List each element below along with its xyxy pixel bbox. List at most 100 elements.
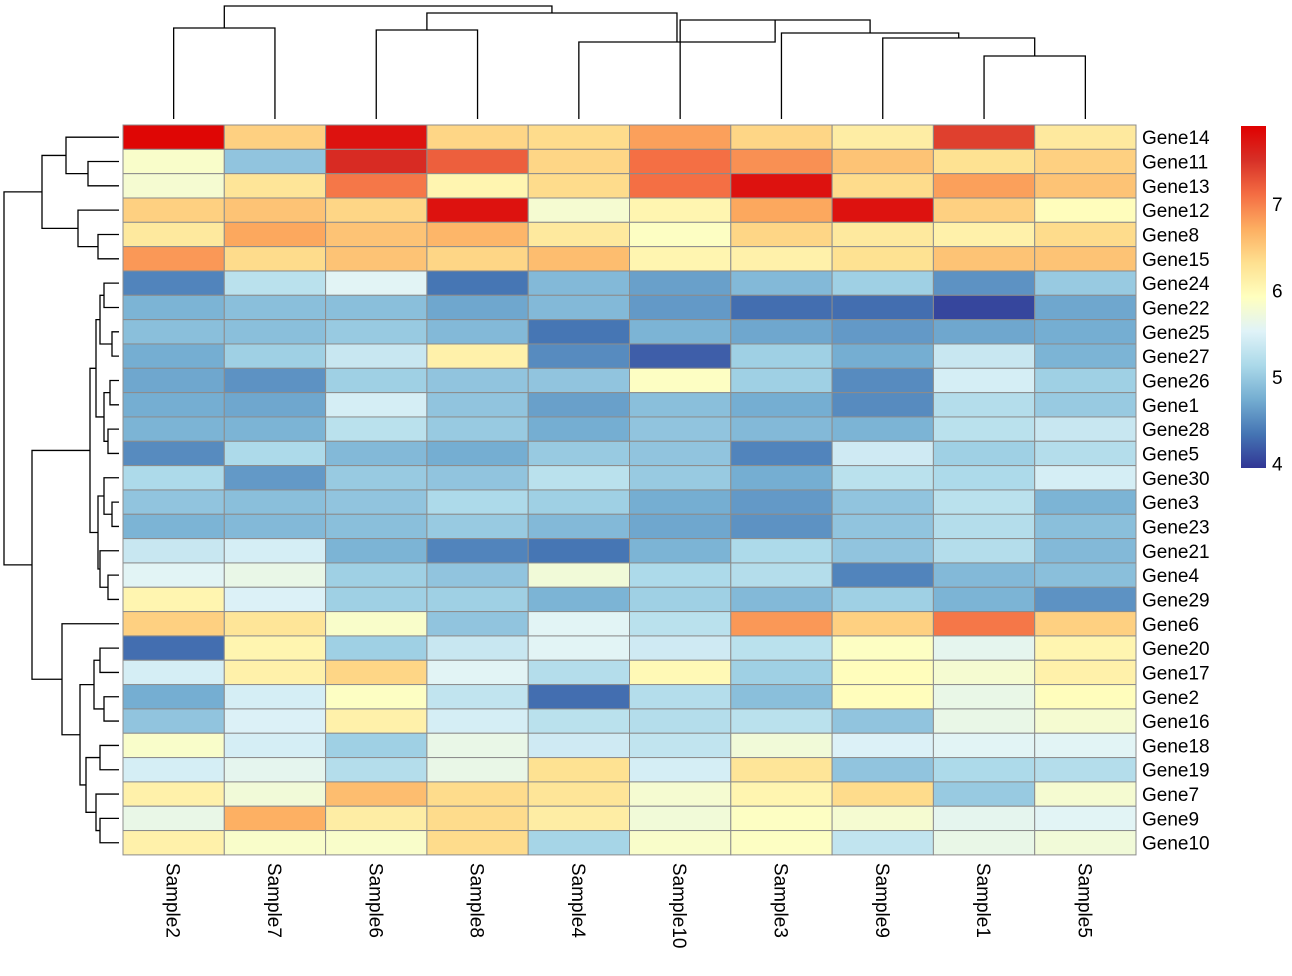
heatmap-cell <box>426 659 529 686</box>
heatmap-cell <box>325 635 428 661</box>
row-label: Gene8 <box>1142 225 1199 246</box>
colorbar-tick-label: 7 <box>1272 195 1283 216</box>
heatmap-cell <box>1034 343 1137 369</box>
heatmap-cell <box>629 635 732 661</box>
heatmap-cell <box>325 221 428 248</box>
heatmap-cell <box>831 319 934 345</box>
heatmap-cell <box>426 367 529 394</box>
heatmap-cell <box>527 465 631 491</box>
heatmap-cell <box>527 635 631 661</box>
heatmap-cell <box>426 635 529 661</box>
heatmap-cell <box>325 124 428 150</box>
heatmap-cell <box>426 489 529 515</box>
heatmap-cell <box>932 221 1036 248</box>
heatmap-cell <box>122 781 225 807</box>
row-label: Gene21 <box>1142 542 1210 563</box>
heatmap-cell <box>426 294 529 321</box>
row-label: Gene26 <box>1142 371 1210 392</box>
heatmap-cell <box>122 246 225 272</box>
heatmap-cell <box>730 659 833 686</box>
heatmap-cell <box>122 173 225 199</box>
colorbar-ticks: 4 5 6 7 <box>1272 195 1283 476</box>
heatmap-cell <box>527 489 631 515</box>
column-label: Sample8 <box>466 863 487 938</box>
row-label: Gene1 <box>1142 396 1199 417</box>
heatmap-cell <box>932 781 1036 807</box>
heatmap-cell <box>325 732 428 759</box>
heatmap-cell <box>527 708 631 734</box>
heatmap-cell <box>426 197 529 223</box>
heatmap-cell <box>831 343 934 369</box>
heatmap-cell <box>730 124 833 150</box>
heatmap-cell <box>831 367 934 394</box>
heatmap-cell <box>629 465 732 491</box>
heatmap-cell <box>122 465 225 491</box>
colorbar-tick-label: 4 <box>1272 455 1283 476</box>
heatmap-cell <box>223 781 327 807</box>
row-label: Gene22 <box>1142 298 1210 319</box>
heatmap-cell <box>223 805 327 832</box>
heatmap-cell <box>932 124 1036 150</box>
row-label: Gene10 <box>1142 834 1210 855</box>
heatmap-cell <box>932 367 1036 394</box>
heatmap-cell <box>223 416 327 442</box>
heatmap-cell <box>325 757 428 783</box>
heatmap-cell <box>932 440 1036 467</box>
heatmap-cell <box>1034 270 1137 296</box>
heatmap-cell <box>1034 246 1137 272</box>
heatmap-cell <box>527 757 631 783</box>
heatmap-cell <box>1034 562 1137 588</box>
heatmap-cell <box>325 270 428 296</box>
heatmap-cell <box>1034 294 1137 321</box>
heatmap-cell <box>325 367 428 394</box>
heatmap-cell <box>122 221 225 248</box>
heatmap-cell <box>831 684 934 710</box>
heatmap-cell <box>831 513 934 540</box>
heatmap-cell <box>325 294 428 321</box>
heatmap-cell <box>831 708 934 734</box>
heatmap-cell <box>426 708 529 734</box>
heatmap-cell <box>325 513 428 540</box>
heatmap-cell <box>223 148 327 175</box>
row-label: Gene17 <box>1142 663 1210 684</box>
heatmap-cell <box>831 124 934 150</box>
heatmap-cell <box>932 611 1036 637</box>
heatmap-cell <box>325 781 428 807</box>
heatmap-cell <box>1034 489 1137 515</box>
heatmap-cell <box>426 148 529 175</box>
row-label: Gene3 <box>1142 493 1199 514</box>
heatmap-cell <box>629 684 732 710</box>
heatmap-cell <box>122 270 225 296</box>
heatmap-cell <box>932 489 1036 515</box>
heatmap-cell <box>932 270 1036 296</box>
heatmap-cell <box>831 732 934 759</box>
heatmap-cell <box>325 440 428 467</box>
heatmap-cell <box>122 489 225 515</box>
heatmap-cell <box>831 221 934 248</box>
heatmap-cell <box>629 294 732 321</box>
heatmap-cell <box>122 416 225 442</box>
heatmap-cell <box>831 197 934 223</box>
heatmap-cell <box>122 343 225 369</box>
heatmap-cell <box>629 319 732 345</box>
heatmap-cell <box>831 635 934 661</box>
heatmap-cell <box>223 465 327 491</box>
heatmap-cell <box>223 732 327 759</box>
heatmap-cell <box>730 489 833 515</box>
column-label: Sample7 <box>263 863 284 938</box>
heatmap-cell <box>527 611 631 637</box>
heatmap-cell <box>730 513 833 540</box>
heatmap-cell <box>730 343 833 369</box>
heatmap-cell <box>629 343 732 369</box>
heatmap-cell <box>426 586 529 613</box>
heatmap-cell <box>426 513 529 540</box>
heatmap-cell <box>831 805 934 832</box>
heatmap-cell <box>122 367 225 394</box>
heatmap-cell <box>1034 757 1137 783</box>
heatmap-cell <box>223 319 327 345</box>
heatmap-cell <box>629 416 732 442</box>
heatmap-cell <box>932 343 1036 369</box>
heatmap-cell <box>122 586 225 613</box>
colorbar-gradient <box>1241 126 1266 468</box>
colorbar-legend: 4 5 6 7 <box>1241 126 1283 476</box>
